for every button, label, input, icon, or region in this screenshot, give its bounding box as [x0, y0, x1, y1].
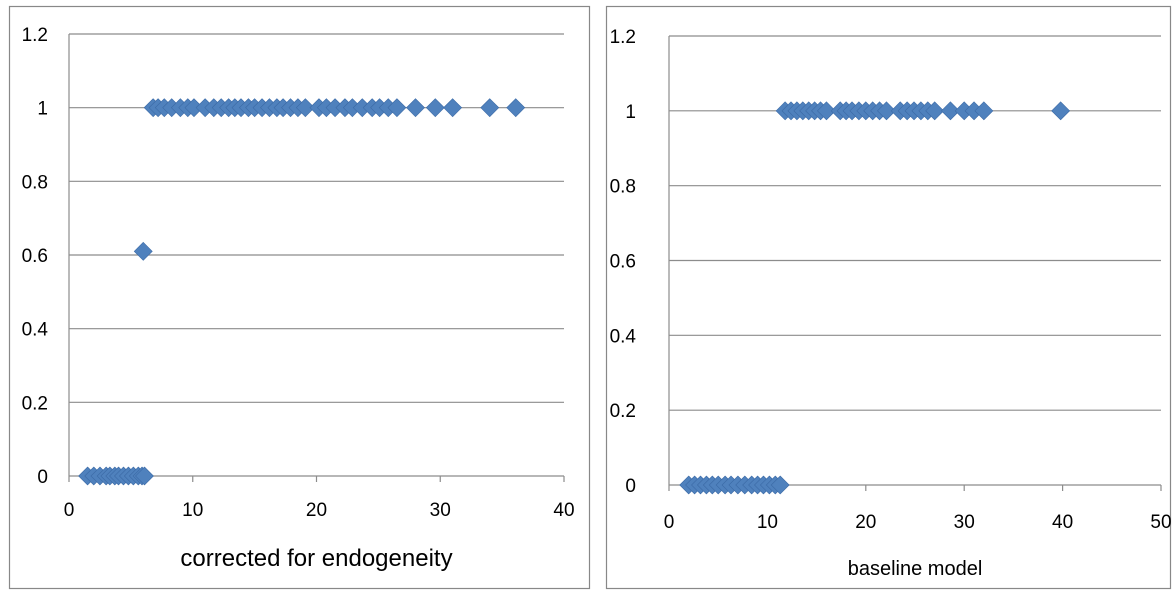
- chart-frame: [605, 5, 1172, 590]
- data-point: [425, 98, 445, 118]
- y-tick-label: 1: [625, 102, 636, 123]
- chart-panel-baseline: 0 0.2 0.4 0.6 0.8 1 1.2 0 10 20 30 40 50 baseline mod…: [605, 5, 1172, 590]
- data-point: [406, 98, 425, 118]
- data-point: [135, 466, 154, 486]
- y-tick-label: 0.6: [610, 252, 636, 273]
- data-point: [133, 241, 153, 261]
- data-point: [443, 98, 463, 118]
- data-point: [295, 98, 315, 118]
- x-tick-label: 20: [855, 512, 876, 533]
- x-tick-label: 0: [64, 500, 75, 521]
- y-tick-label: 0.6: [22, 246, 48, 267]
- chart-frame: [8, 5, 591, 590]
- y-tick-label: 0: [625, 476, 636, 497]
- data-point: [940, 101, 960, 121]
- y-tick-label: 1: [37, 99, 48, 120]
- x-tick-label: 30: [954, 512, 975, 533]
- x-tick-label: 10: [757, 512, 778, 533]
- x-tick-label: 40: [1052, 512, 1073, 533]
- data-point: [974, 101, 994, 121]
- data-point: [925, 101, 945, 121]
- data-point: [817, 101, 836, 121]
- y-tick-label: 1.2: [22, 25, 48, 46]
- y-tick-label: 0: [37, 467, 48, 488]
- x-tick-label: 40: [553, 500, 574, 521]
- x-tick-label: 10: [182, 500, 203, 521]
- data-point: [877, 101, 896, 121]
- y-tick-label: 1.2: [610, 27, 636, 48]
- chart-panel-corrected: 0 0.2 0.4 0.6 0.8 1 1.2 0 10 20 30 40 corrected for …: [8, 5, 591, 590]
- x-tick-label: 20: [306, 500, 327, 521]
- y-tick-label: 0.4: [22, 320, 49, 341]
- x-tick-label: 0: [664, 512, 675, 533]
- x-tick-label: 30: [430, 500, 451, 521]
- x-axis-label: baseline model: [848, 558, 983, 580]
- y-tick-label: 0.8: [22, 172, 48, 193]
- x-axis-label: corrected for endogeneity: [180, 545, 452, 572]
- y-tick-label: 0.4: [610, 326, 637, 347]
- data-point: [506, 98, 526, 118]
- data-point: [1051, 101, 1071, 121]
- y-tick-label: 0.2: [22, 393, 48, 414]
- x-tick-label: 50: [1150, 512, 1171, 533]
- data-point: [387, 98, 407, 118]
- data-point: [480, 98, 500, 118]
- y-tick-label: 0.2: [610, 401, 636, 422]
- y-tick-label: 0.8: [610, 177, 636, 198]
- data-point: [770, 475, 790, 495]
